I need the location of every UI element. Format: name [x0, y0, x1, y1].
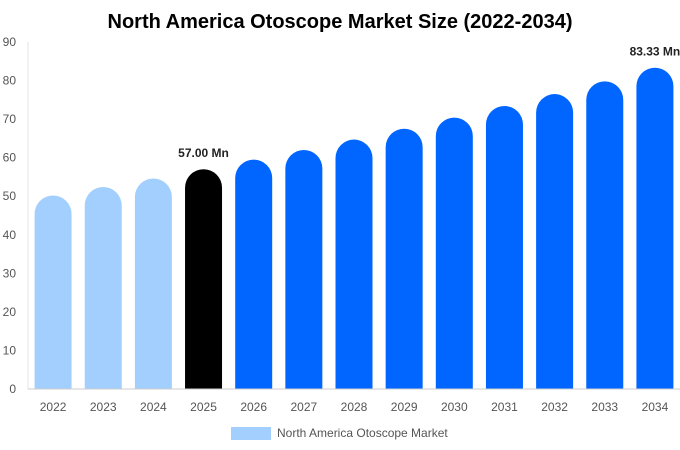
x-tick-label: 2026	[240, 400, 267, 414]
bar-2029	[385, 128, 423, 389]
y-tick-label: 80	[3, 74, 17, 88]
bar-2031	[485, 106, 523, 389]
y-tick-label: 10	[3, 343, 17, 357]
data-label-2034: 83.33 Mn	[630, 45, 680, 59]
bar-2027	[285, 149, 323, 389]
y-tick-label: 20	[3, 305, 17, 319]
y-tick-label: 30	[3, 266, 17, 280]
x-tick-label: 2023	[90, 400, 117, 414]
bars	[34, 67, 674, 390]
y-axis: 0 10 20 30 40 50 60 70 80 90	[3, 35, 29, 396]
x-tick-label: 2032	[541, 400, 568, 414]
legend-swatch	[231, 427, 271, 440]
x-tick-label: 2028	[341, 400, 368, 414]
x-tick-label: 2030	[441, 400, 468, 414]
x-tick-label: 2034	[642, 400, 669, 414]
bar-2033	[586, 81, 624, 389]
bar-2034	[636, 67, 674, 389]
legend-label: North America Otoscope Market	[277, 426, 448, 440]
bar-2032	[536, 94, 574, 390]
bar-2024	[134, 178, 172, 389]
x-tick-label: 2033	[591, 400, 618, 414]
x-tick-label: 2024	[140, 400, 167, 414]
x-axis: 2022 2023 2024 2025 2026 2027 2028 2029 2030 2031…	[28, 388, 680, 414]
bar-2026	[235, 159, 273, 389]
data-label-2025: 57.00 Mn	[178, 146, 229, 160]
bar-2025	[185, 169, 223, 389]
bar-2028	[335, 139, 373, 389]
y-tick-label: 70	[3, 112, 17, 126]
bar-2022	[34, 195, 72, 389]
y-tick-label: 60	[3, 151, 17, 165]
chart-title: North America Otoscope Market Size (2022…	[108, 11, 573, 33]
y-tick-label: 0	[9, 382, 16, 396]
y-tick-label: 50	[3, 189, 17, 203]
legend[interactable]: North America Otoscope Market	[231, 426, 448, 440]
x-tick-label: 2031	[491, 400, 518, 414]
x-tick-label: 2025	[190, 400, 217, 414]
y-tick-label: 90	[3, 35, 17, 49]
bar-2023	[84, 186, 122, 389]
x-tick-label: 2022	[40, 400, 67, 414]
x-tick-label: 2029	[391, 400, 418, 414]
data-labels: 57.00 Mn 83.33 Mn	[178, 45, 680, 161]
y-tick-label: 40	[3, 228, 17, 242]
bar-2030	[435, 117, 473, 389]
x-tick-label: 2027	[290, 400, 317, 414]
